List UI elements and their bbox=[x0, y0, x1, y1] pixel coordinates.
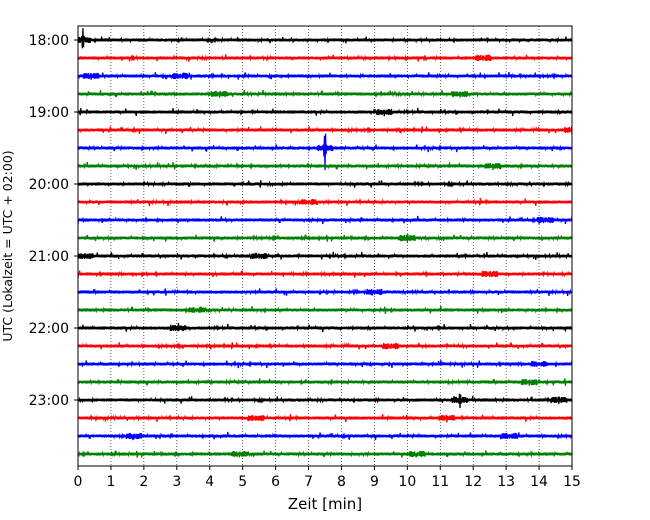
x-tick-label: 11 bbox=[431, 474, 449, 490]
seismogram-trace bbox=[77, 342, 573, 350]
plot-frame bbox=[77, 25, 573, 467]
seismogram-trace bbox=[77, 180, 573, 188]
y-tick-label: 23:00 bbox=[29, 393, 69, 409]
x-tick-label: 10 bbox=[398, 474, 416, 490]
x-tick-label: 14 bbox=[530, 474, 548, 490]
x-tick-label: 4 bbox=[205, 474, 214, 490]
x-tick-label: 5 bbox=[238, 474, 247, 490]
y-tick-label: 21:00 bbox=[29, 249, 69, 265]
seismogram-trace bbox=[77, 126, 573, 135]
seismogram-trace bbox=[77, 270, 573, 278]
seismogram-trace bbox=[77, 234, 573, 243]
x-tick-label: 15 bbox=[563, 474, 581, 490]
seismogram-trace bbox=[77, 450, 573, 458]
seismogram-trace bbox=[77, 305, 573, 314]
x-tick-label: 13 bbox=[497, 474, 515, 490]
x-tick-label: 1 bbox=[106, 474, 115, 490]
x-tick-label: 9 bbox=[370, 474, 379, 490]
x-tick-label: 7 bbox=[304, 474, 313, 490]
x-tick-label: 2 bbox=[139, 474, 148, 490]
x-tick-label: 8 bbox=[337, 474, 346, 490]
seismogram-trace bbox=[77, 215, 573, 225]
seismogram-trace bbox=[77, 251, 573, 260]
x-axis-ticks: 0 1 2 3 4 5 6 7 8 9 10 11 12 13 14 15 bbox=[74, 466, 581, 490]
y-axis-label: UTC (Lokalzeit = UTC + 02:00) bbox=[0, 150, 15, 341]
seismogram-trace bbox=[77, 378, 573, 386]
seismogram-trace bbox=[77, 288, 573, 297]
seismogram-traces bbox=[77, 28, 573, 458]
seismogram-trace bbox=[77, 71, 573, 80]
seismogram-trace bbox=[77, 322, 573, 333]
y-tick-label: 18:00 bbox=[29, 33, 69, 49]
seismogram-trace bbox=[77, 414, 573, 423]
y-tick-label: 19:00 bbox=[29, 105, 69, 121]
seismogram-trace bbox=[77, 89, 573, 98]
plot-background bbox=[78, 26, 572, 466]
seismogram-trace bbox=[77, 133, 573, 171]
y-tick-label: 22:00 bbox=[29, 321, 69, 337]
x-axis-label: Zeit [min] bbox=[288, 495, 362, 513]
x-tick-label: 6 bbox=[271, 474, 280, 490]
y-axis-ticks: 18:00 19:00 20:00 21:00 22:00 23:00 bbox=[29, 33, 78, 409]
seismogram-trace bbox=[77, 198, 573, 207]
seismogram-trace bbox=[77, 393, 573, 409]
seismogram-trace bbox=[77, 28, 573, 49]
x-tick-label: 12 bbox=[464, 474, 482, 490]
seismogram-trace bbox=[77, 431, 573, 441]
seismogram-trace bbox=[77, 360, 573, 369]
seismogram-trace bbox=[77, 162, 573, 171]
x-tick-label: 3 bbox=[172, 474, 181, 490]
x-tick-label: 0 bbox=[74, 474, 83, 490]
vertical-grid bbox=[110, 26, 540, 466]
seismogram-trace bbox=[77, 54, 573, 62]
seismogram-trace bbox=[77, 107, 573, 117]
y-tick-label: 20:00 bbox=[29, 177, 69, 193]
